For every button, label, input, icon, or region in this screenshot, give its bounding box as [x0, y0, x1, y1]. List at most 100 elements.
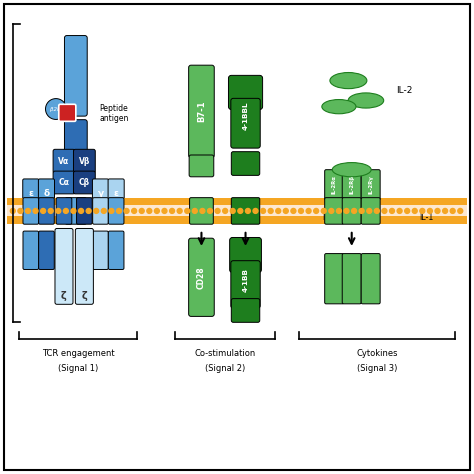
Text: IL-2Rγ: IL-2Rγ: [368, 175, 373, 194]
FancyBboxPatch shape: [56, 198, 72, 224]
Circle shape: [238, 209, 243, 213]
Text: (Signal 1): (Signal 1): [58, 364, 98, 373]
FancyBboxPatch shape: [189, 238, 214, 317]
Ellipse shape: [348, 93, 384, 108]
Circle shape: [223, 209, 228, 213]
FancyBboxPatch shape: [23, 179, 39, 208]
Text: IL-2Rα: IL-2Rα: [332, 175, 337, 194]
Text: δ: δ: [44, 189, 49, 198]
Circle shape: [18, 209, 23, 213]
FancyBboxPatch shape: [65, 198, 86, 224]
Circle shape: [306, 209, 311, 213]
Text: TCR engagement: TCR engagement: [42, 349, 115, 357]
Circle shape: [420, 209, 425, 213]
FancyBboxPatch shape: [75, 228, 93, 304]
FancyBboxPatch shape: [189, 155, 214, 177]
FancyBboxPatch shape: [325, 198, 344, 224]
FancyBboxPatch shape: [109, 231, 124, 269]
Circle shape: [329, 209, 334, 213]
Text: Co-stimulation: Co-stimulation: [194, 349, 256, 357]
Circle shape: [185, 209, 190, 213]
FancyBboxPatch shape: [231, 261, 260, 308]
Circle shape: [291, 209, 296, 213]
Text: (Signal 3): (Signal 3): [356, 364, 397, 373]
FancyBboxPatch shape: [73, 149, 95, 173]
Circle shape: [139, 209, 144, 213]
FancyBboxPatch shape: [190, 198, 213, 224]
Text: (Signal 2): (Signal 2): [205, 364, 245, 373]
FancyBboxPatch shape: [64, 120, 87, 160]
Circle shape: [41, 209, 46, 213]
Text: Vα: Vα: [58, 157, 70, 165]
Circle shape: [314, 209, 319, 213]
Circle shape: [443, 209, 447, 213]
FancyBboxPatch shape: [59, 104, 76, 121]
Text: IL-1: IL-1: [419, 213, 434, 221]
Circle shape: [299, 209, 303, 213]
FancyBboxPatch shape: [228, 75, 263, 109]
FancyBboxPatch shape: [76, 198, 92, 224]
Circle shape: [321, 209, 326, 213]
FancyBboxPatch shape: [38, 231, 55, 269]
Circle shape: [132, 209, 137, 213]
FancyBboxPatch shape: [342, 254, 361, 304]
FancyBboxPatch shape: [38, 198, 55, 224]
Circle shape: [253, 209, 258, 213]
Circle shape: [261, 209, 265, 213]
FancyBboxPatch shape: [361, 254, 380, 304]
Circle shape: [101, 209, 106, 213]
Circle shape: [162, 209, 167, 213]
Circle shape: [200, 209, 205, 213]
Circle shape: [94, 209, 99, 213]
FancyBboxPatch shape: [108, 179, 124, 208]
Text: Peptide
antigen: Peptide antigen: [100, 104, 129, 123]
Circle shape: [26, 209, 30, 213]
Circle shape: [33, 209, 38, 213]
Circle shape: [230, 209, 235, 213]
Circle shape: [382, 209, 387, 213]
Text: Cβ: Cβ: [79, 178, 90, 187]
Text: IL-2R: IL-2R: [322, 213, 342, 221]
Circle shape: [109, 209, 114, 213]
FancyBboxPatch shape: [23, 231, 38, 269]
Text: β2M: β2M: [50, 107, 62, 111]
Circle shape: [215, 209, 220, 213]
Bar: [7, 198, 467, 224]
Circle shape: [283, 209, 288, 213]
Text: ζ: ζ: [82, 291, 87, 301]
Circle shape: [344, 209, 349, 213]
Text: Cα: Cα: [59, 178, 69, 187]
Circle shape: [390, 209, 394, 213]
FancyBboxPatch shape: [23, 198, 38, 224]
Ellipse shape: [322, 100, 356, 114]
Circle shape: [450, 209, 455, 213]
Circle shape: [64, 209, 68, 213]
Circle shape: [337, 209, 341, 213]
Circle shape: [117, 209, 121, 213]
Text: ε: ε: [114, 189, 118, 198]
Circle shape: [79, 209, 83, 213]
Circle shape: [428, 209, 432, 213]
Circle shape: [405, 209, 410, 213]
Text: γ: γ: [98, 189, 103, 198]
Bar: [7, 205, 467, 217]
FancyBboxPatch shape: [231, 198, 260, 224]
Text: 4-1BBL: 4-1BBL: [243, 102, 248, 130]
Circle shape: [246, 209, 250, 213]
Text: CD28: CD28: [197, 266, 206, 289]
Ellipse shape: [46, 99, 66, 119]
Circle shape: [155, 209, 159, 213]
Circle shape: [367, 209, 372, 213]
Circle shape: [359, 209, 364, 213]
FancyBboxPatch shape: [93, 198, 109, 224]
Text: Cytokines: Cytokines: [356, 349, 398, 357]
Circle shape: [48, 209, 53, 213]
FancyBboxPatch shape: [53, 149, 75, 173]
FancyBboxPatch shape: [325, 254, 344, 304]
Circle shape: [268, 209, 273, 213]
Circle shape: [170, 209, 174, 213]
Circle shape: [435, 209, 440, 213]
FancyBboxPatch shape: [231, 98, 260, 148]
Circle shape: [124, 209, 129, 213]
FancyBboxPatch shape: [73, 171, 95, 194]
